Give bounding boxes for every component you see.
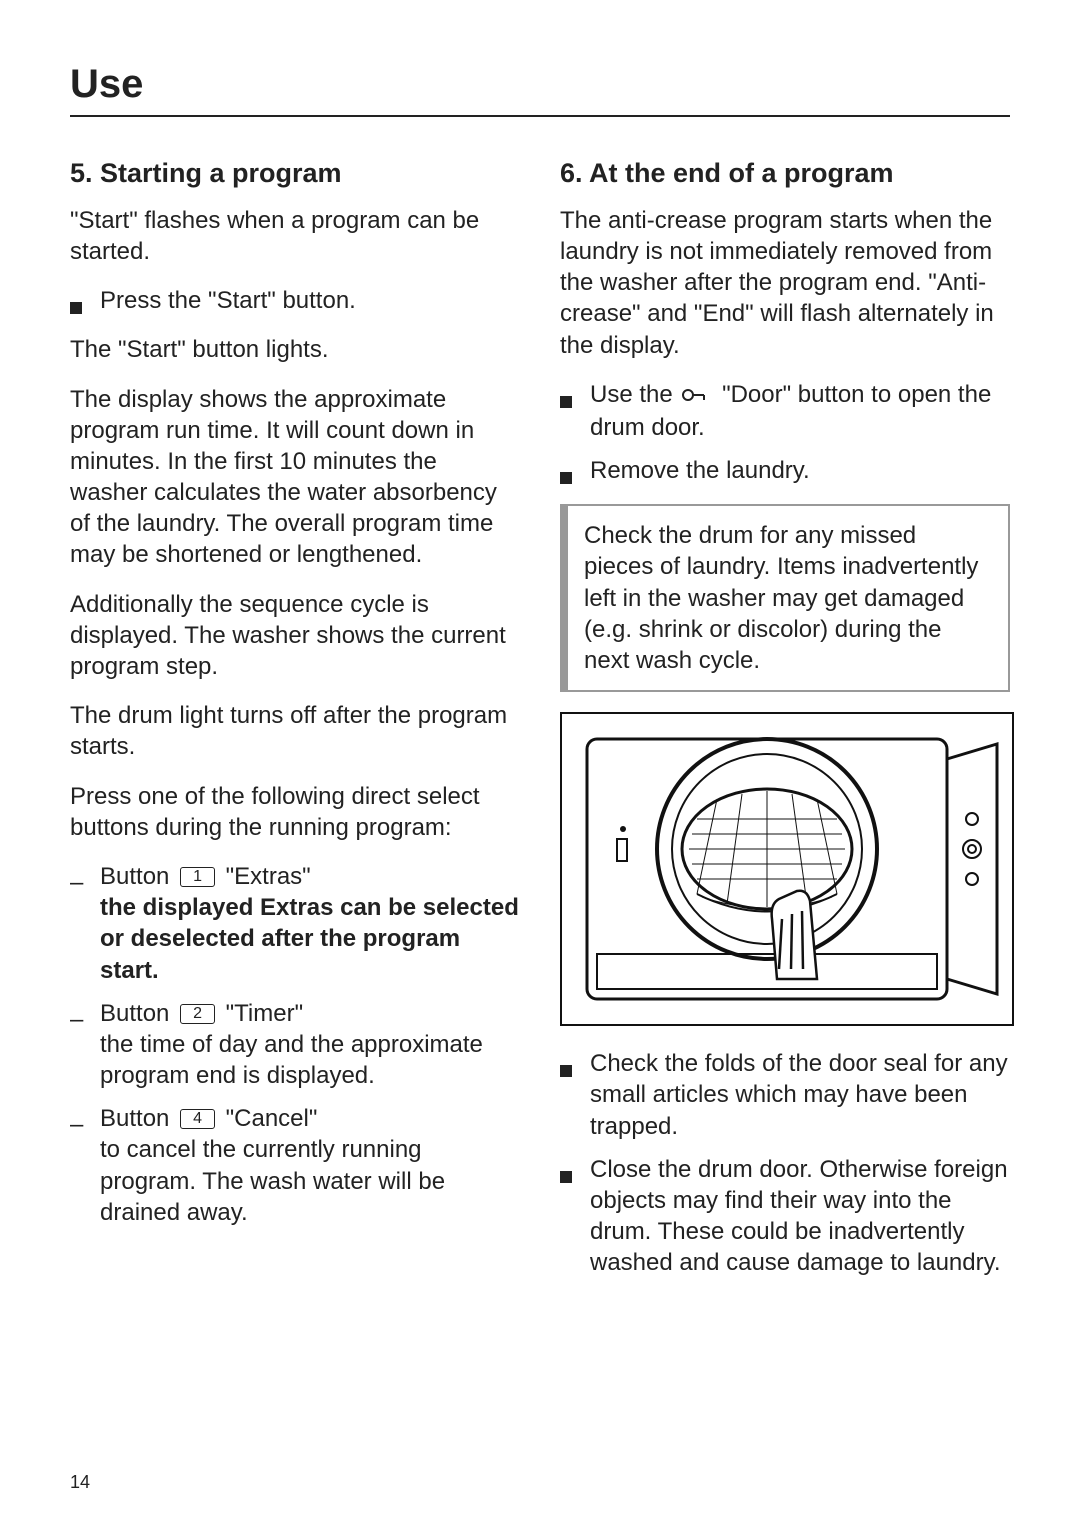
- right-heading: 6. At the end of a program: [560, 157, 1010, 191]
- option-extras: – Button 1 "Extras" the displayed Extras…: [70, 861, 520, 986]
- columns: 5. Starting a program "Start" flashes wh…: [70, 139, 1010, 1291]
- left-p3: The display shows the approximate progra…: [70, 384, 520, 571]
- left-p5: The drum light turns off after the progr…: [70, 700, 520, 762]
- right-p1: The anti-crease program starts when the …: [560, 205, 1010, 361]
- page-number: 14: [70, 1472, 90, 1493]
- square-bullet-icon: [560, 1154, 590, 1191]
- option-prefix: Button: [100, 1000, 169, 1027]
- left-column: 5. Starting a program "Start" flashes wh…: [70, 139, 520, 1291]
- bullet-text: Remove the laundry.: [590, 455, 1010, 486]
- bullet-text: Press the "Start" button.: [100, 285, 520, 316]
- option-label: "Timer": [219, 1000, 303, 1027]
- bullet-text: Use the "Door" button to open the drum d…: [590, 379, 1010, 443]
- left-p6: Press one of the following direct select…: [70, 781, 520, 843]
- manual-page: Use 5. Starting a program "Start" flashe…: [0, 0, 1080, 1529]
- option-label: "Extras": [219, 863, 311, 890]
- key-1-icon: 1: [180, 867, 215, 887]
- square-bullet-icon: [560, 455, 590, 492]
- drum-svg-icon: [567, 719, 1007, 1019]
- warning-callout: Check the drum for any missed pieces of …: [560, 504, 1010, 692]
- bullet-text: Check the folds of the door seal for any…: [590, 1048, 1010, 1142]
- dash-bullet-icon: –: [70, 861, 100, 898]
- option-body: Button 4 "Cancel" to cancel the currentl…: [100, 1103, 520, 1228]
- option-detail: the displayed Extras can be selected or …: [100, 894, 519, 983]
- key-2-icon: 2: [180, 1004, 215, 1024]
- option-prefix: Button: [100, 863, 169, 890]
- left-p1: "Start" flashes when a program can be st…: [70, 205, 520, 267]
- bullet-door: Use the "Door" button to open the drum d…: [560, 379, 1010, 443]
- option-detail: the time of day and the approximate prog…: [100, 1031, 483, 1089]
- bullet-press-start: Press the "Start" button.: [70, 285, 520, 322]
- left-p2: The "Start" button lights.: [70, 334, 520, 365]
- bullet-close-door: Close the drum door. Otherwise foreign o…: [560, 1154, 1010, 1279]
- drum-illustration: [560, 712, 1014, 1026]
- key-4-icon: 4: [180, 1109, 215, 1129]
- bullet-remove-laundry: Remove the laundry.: [560, 455, 1010, 492]
- dash-bullet-icon: –: [70, 1103, 100, 1140]
- section-title: Use: [70, 62, 1010, 107]
- option-timer: – Button 2 "Timer" the time of day and t…: [70, 998, 520, 1092]
- bullet-text: Close the drum door. Otherwise foreign o…: [590, 1154, 1010, 1279]
- bullet-check-seal: Check the folds of the door seal for any…: [560, 1048, 1010, 1142]
- square-bullet-icon: [560, 1048, 590, 1085]
- option-detail: to cancel the currently running program.…: [100, 1136, 445, 1225]
- square-bullet-icon: [560, 379, 590, 416]
- option-body: Button 2 "Timer" the time of day and the…: [100, 998, 520, 1092]
- section-rule: [70, 115, 1010, 117]
- right-column: 6. At the end of a program The anti-crea…: [560, 139, 1010, 1291]
- dash-bullet-icon: –: [70, 998, 100, 1035]
- option-body: Button 1 "Extras" the displayed Extras c…: [100, 861, 520, 986]
- option-cancel: – Button 4 "Cancel" to cancel the curren…: [70, 1103, 520, 1228]
- door-text-pre: Use the: [590, 381, 679, 408]
- square-bullet-icon: [70, 285, 100, 322]
- left-p4: Additionally the sequence cycle is displ…: [70, 589, 520, 683]
- option-prefix: Button: [100, 1105, 169, 1132]
- left-heading: 5. Starting a program: [70, 157, 520, 191]
- option-label: "Cancel": [219, 1105, 317, 1132]
- door-icon: [682, 381, 712, 412]
